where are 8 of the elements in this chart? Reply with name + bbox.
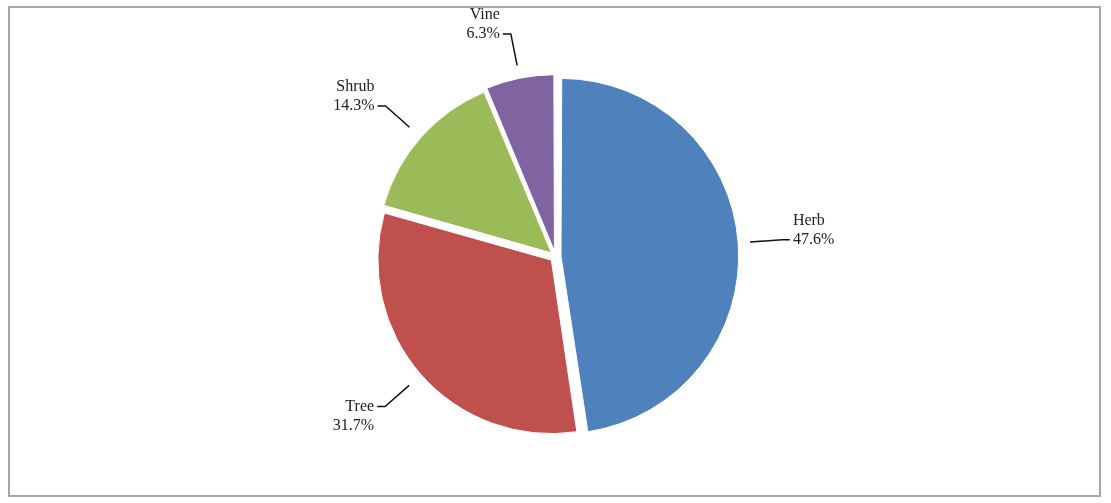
slice-label: Tree (345, 396, 375, 414)
data-label: 6.3% (466, 24, 500, 42)
data-label: 14.3% (333, 96, 375, 114)
slice-label: Shrub (336, 77, 375, 95)
data-label: 31.7% (332, 415, 375, 433)
slice-label: Vine (469, 5, 500, 23)
slice-label: Herb (792, 210, 825, 228)
data-label: 47.6% (792, 229, 835, 247)
